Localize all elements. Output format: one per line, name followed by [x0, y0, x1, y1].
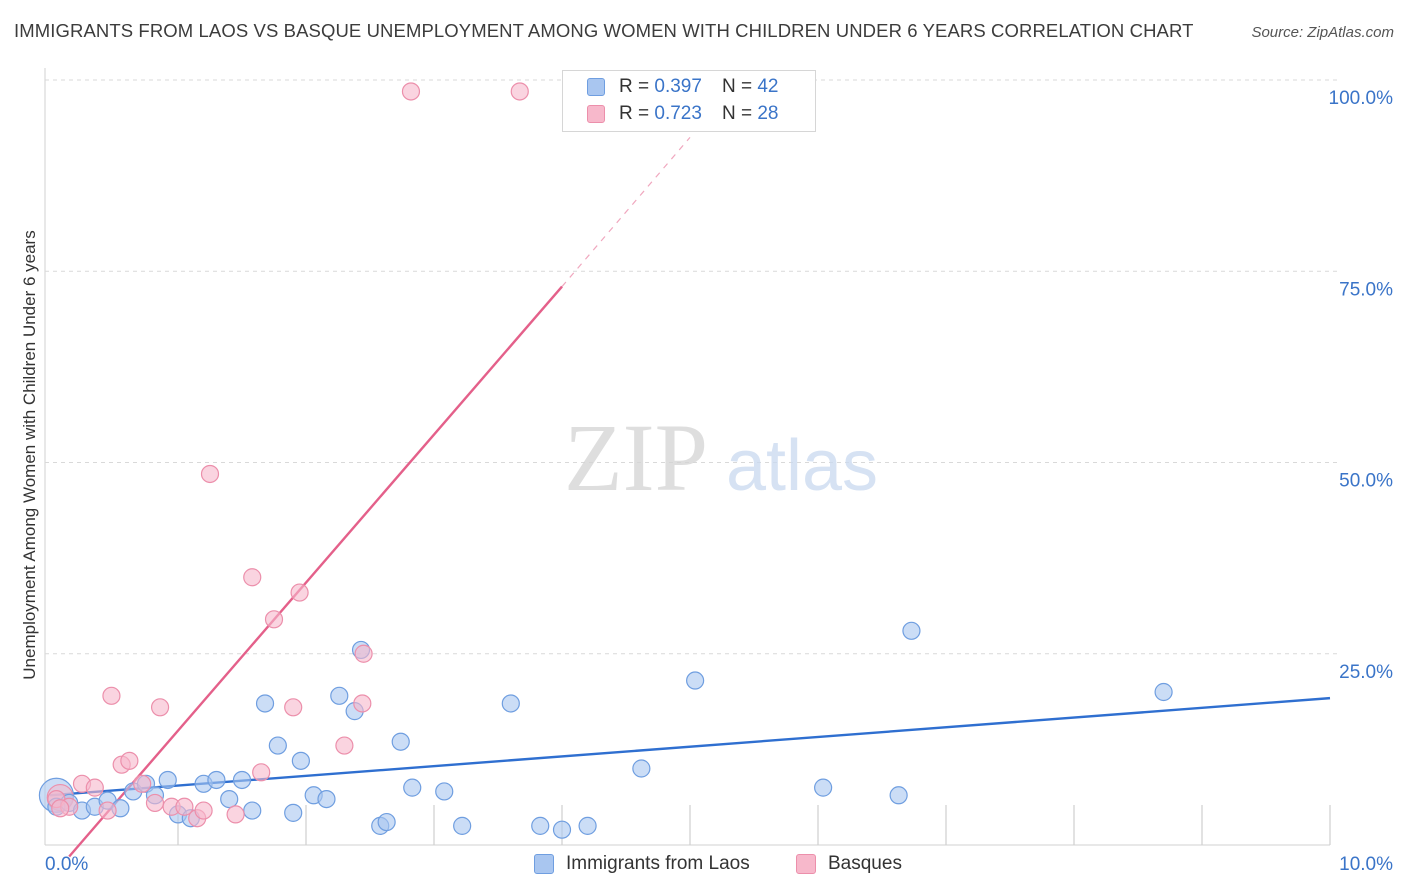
basques-point-19	[264, 610, 284, 629]
basques-trendline-extrapolated	[561, 136, 691, 287]
laos-point-15	[232, 770, 252, 790]
basques-point-20	[284, 698, 303, 717]
y-tick-label-50: 50.0%	[1339, 471, 1393, 492]
basques-point-23	[353, 694, 372, 713]
data-points	[38, 82, 1173, 839]
bottom-laos-label: Immigrants from Laos	[566, 853, 750, 874]
grid	[44, 68, 1340, 846]
basques-trendline	[68, 285, 563, 858]
basques-r-value: 0.723	[654, 103, 702, 124]
watermark: ZIP atlas	[564, 404, 878, 511]
laos-point-9	[158, 770, 177, 790]
basques-point-26	[510, 82, 529, 101]
correlation-legend: R = 0.397 N = 42 R = 0.723 N = 28	[562, 70, 816, 132]
basques-point-3	[85, 778, 104, 797]
basques-point-7	[120, 751, 139, 770]
laos-point-20	[291, 751, 310, 770]
bottom-basques-swatch	[796, 854, 816, 874]
y-tick-label-100: 100.0%	[1329, 88, 1394, 109]
watermark-atlas: atlas	[726, 426, 878, 506]
basques-point-10	[150, 698, 170, 717]
bottom-basques-label: Basques	[828, 853, 902, 874]
laos-point-35	[578, 816, 597, 835]
laos-point-28	[391, 732, 410, 751]
bottom-laos-swatch	[534, 854, 554, 874]
basques-point-24	[354, 644, 373, 663]
laos-n-value: 42	[757, 76, 779, 97]
basques-r-label: R =	[619, 103, 650, 124]
legend-row-laos: R = 0.397 N = 42	[587, 75, 778, 99]
x-tick-label-0: 0.0%	[45, 854, 88, 875]
bottom-legend-basques: Basques	[796, 852, 902, 876]
laos-point-18	[268, 736, 287, 755]
laos-r-value: 0.397	[654, 76, 702, 97]
laos-n-label: N =	[721, 76, 753, 97]
y-axis-label: Unemployment Among Women with Children U…	[20, 230, 39, 680]
laos-point-16	[243, 801, 262, 820]
basques-point-15	[200, 464, 220, 484]
y-tick-labels: 25.0% 50.0% 75.0% 100.0%	[1329, 88, 1394, 683]
basques-point-22	[335, 736, 354, 755]
laos-point-17	[255, 694, 275, 713]
basques-point-8	[133, 774, 152, 793]
laos-point-38	[814, 778, 833, 797]
basques-point-21	[290, 583, 309, 602]
y-tick-label-75: 75.0%	[1339, 279, 1393, 300]
laos-point-32	[501, 694, 520, 713]
basques-point-27	[51, 799, 70, 818]
laos-point-23	[330, 686, 349, 705]
basques-point-9	[145, 793, 165, 813]
laos-point-31	[453, 816, 472, 835]
watermark-zip: ZIP	[564, 404, 708, 511]
laos-point-14	[220, 789, 239, 809]
laos-point-37	[686, 671, 705, 690]
basques-point-18	[252, 763, 271, 782]
laos-point-36	[632, 759, 651, 778]
y-tick-label-25: 25.0%	[1339, 662, 1393, 683]
x-tick-label-10: 10.0%	[1339, 854, 1393, 875]
basques-n-value: 28	[757, 103, 779, 124]
x-tick-labels: 0.0% 10.0%	[45, 854, 1393, 875]
laos-point-27	[377, 812, 396, 832]
basques-point-17	[243, 568, 262, 587]
laos-point-41	[1154, 682, 1173, 702]
basques-point-25	[401, 82, 421, 101]
chart-title: IMMIGRANTS FROM LAOS VS BASQUE UNEMPLOYM…	[14, 20, 1194, 41]
laos-point-22	[317, 789, 336, 809]
laos-r-label: R =	[619, 76, 650, 97]
laos-point-29	[403, 778, 422, 797]
laos-swatch	[587, 78, 605, 96]
laos-point-30	[435, 782, 454, 801]
laos-point-13	[207, 770, 226, 790]
laos-point-40	[902, 621, 921, 640]
basques-point-16	[226, 805, 245, 824]
basques-point-5	[102, 686, 121, 705]
basques-n-label: N =	[721, 103, 753, 124]
source-label: Source: ZipAtlas.com	[1251, 24, 1394, 41]
basques-swatch	[587, 105, 605, 123]
x-axis-ticks	[177, 805, 1331, 845]
laos-point-39	[889, 786, 908, 805]
basques-point-12	[175, 797, 194, 816]
basques-point-4	[98, 801, 117, 820]
laos-point-33	[531, 816, 550, 835]
laos-point-19	[284, 803, 303, 822]
basques-point-14	[194, 801, 213, 820]
laos-point-34	[552, 820, 572, 839]
bottom-legend-laos: Immigrants from Laos	[534, 852, 750, 876]
legend-row-basques: R = 0.723 N = 28	[587, 102, 778, 126]
